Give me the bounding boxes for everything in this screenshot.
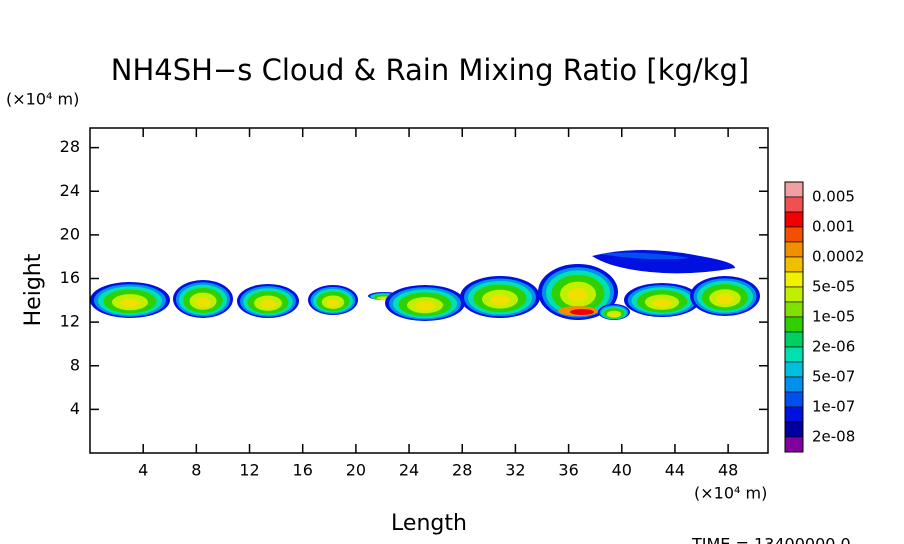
colorbar-swatch	[784, 361, 804, 378]
cloud-blob	[260, 299, 276, 309]
colorbar-frame	[784, 181, 804, 453]
cloud-blob	[716, 294, 734, 304]
y-axis-label: Height	[21, 253, 46, 326]
colorbar-swatch	[784, 241, 804, 258]
cloud-blob	[120, 298, 140, 308]
colorbar-label: 2e-08	[812, 428, 855, 446]
y-tick-label: 28	[60, 137, 80, 156]
x-axis-label: Length	[391, 511, 467, 536]
cloud-core	[570, 309, 594, 315]
colorbar-label: 0.0002	[812, 248, 865, 266]
x-tick-label: 8	[191, 461, 201, 480]
x-unit: (×10⁴ m)	[694, 484, 767, 503]
colorbar-swatch	[784, 376, 804, 393]
colorbar-swatch	[784, 286, 804, 303]
plot-frame	[89, 127, 769, 454]
colorbar-swatch	[784, 271, 804, 288]
x-tick-label: 16	[293, 461, 313, 480]
x-tick-label: 4	[138, 461, 148, 480]
cloud-band	[600, 252, 690, 260]
colorbar-label: 0.001	[812, 218, 855, 236]
colorbar-swatch	[784, 301, 804, 318]
footer: TIME = 13400000.0	[691, 535, 851, 544]
x-tick-label: 40	[612, 461, 632, 480]
contour-field	[90, 250, 760, 321]
y-tick-label: 16	[60, 268, 80, 287]
y-tick-label: 4	[70, 399, 80, 418]
colorbar-swatch	[784, 211, 804, 228]
x-tick-label: 28	[452, 461, 472, 480]
x-tick-label: 32	[505, 461, 525, 480]
colorbar-swatch	[784, 406, 804, 423]
colorbar-label: 1e-07	[812, 398, 855, 416]
colorbar-label: 0.005	[812, 188, 855, 206]
colorbar-label: 5e-05	[812, 278, 855, 296]
x-tick-label: 24	[399, 461, 419, 480]
y-tick-label: 24	[60, 181, 80, 200]
colorbar-label: 5e-07	[812, 368, 855, 386]
colorbar-swatch	[784, 331, 804, 348]
cloud-blob	[415, 301, 435, 311]
colorbar-label: 2e-06	[812, 338, 855, 356]
cloud-blob	[195, 297, 211, 307]
colorbar-swatch	[784, 436, 804, 453]
x-tick-label: 20	[346, 461, 366, 480]
colorbar-swatch	[784, 226, 804, 243]
colorbar-label: 1e-05	[812, 308, 855, 326]
colorbar-swatch	[784, 181, 804, 198]
y-tick-label: 20	[60, 224, 80, 243]
y-tick-label: 12	[60, 312, 80, 331]
cloud-blob	[610, 313, 618, 317]
colorbar-swatch	[784, 421, 804, 438]
chart-title: NH4SH−s Cloud & Rain Mixing Ratio [kg/kg…	[111, 53, 749, 87]
y-unit: (×10⁴ m)	[6, 90, 79, 109]
x-tick-label: 36	[558, 461, 578, 480]
cloud-blob	[490, 294, 510, 306]
colorbar-swatch	[784, 391, 804, 408]
cloud-blob	[652, 298, 672, 308]
y-tick-label: 8	[70, 355, 80, 374]
colorbar-swatch	[784, 316, 804, 333]
cloud-blob	[568, 288, 588, 302]
colorbar-swatch	[784, 256, 804, 273]
x-tick-label: 48	[718, 461, 738, 480]
colorbar-swatch	[784, 346, 804, 363]
colorbar-swatch	[784, 196, 804, 213]
cloud-blob	[326, 299, 340, 307]
x-tick-label: 44	[665, 461, 685, 480]
x-tick-label: 12	[239, 461, 259, 480]
